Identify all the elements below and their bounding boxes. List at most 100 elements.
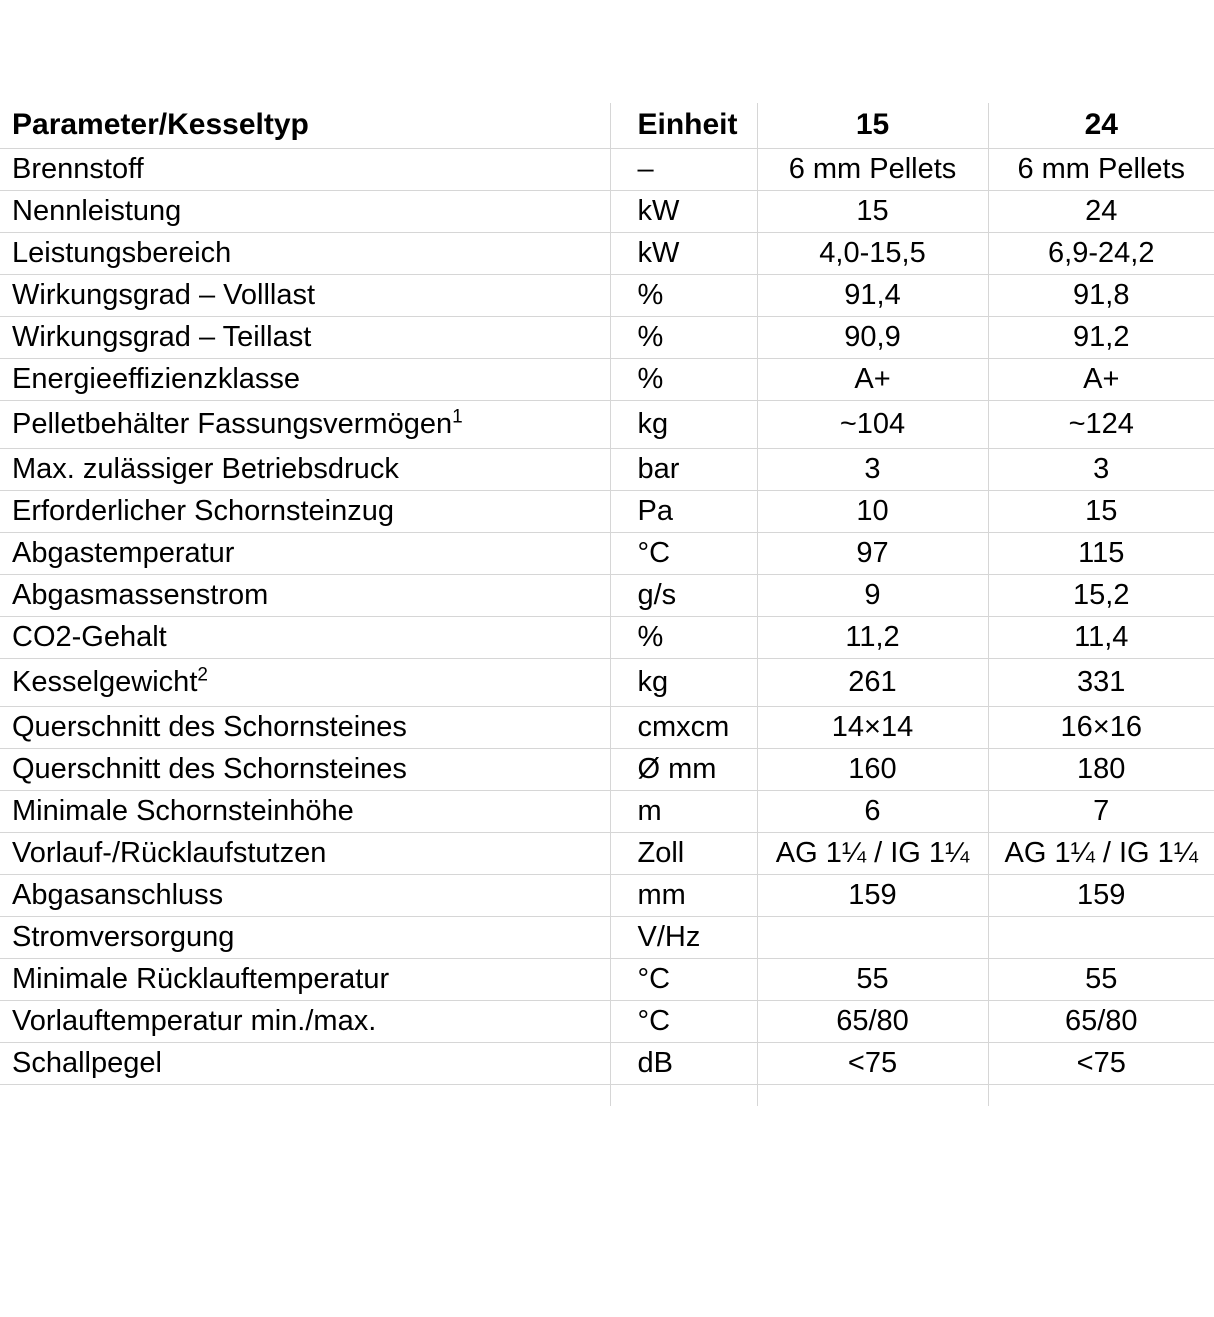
parameter-cell: Erforderlicher Schornsteinzug [0,490,611,533]
parameter-cell: Querschnitt des Schornsteines [0,748,611,791]
parameter-cell: CO2-Gehalt [0,616,611,659]
stub-cell [757,1084,989,1106]
value-24-cell: 11,4 [988,616,1214,659]
table-row: Pelletbehälter Fassungsvermögen1 kg ~104 ~1… [0,400,1214,449]
value-15-cell: 160 [757,748,989,791]
stub-cell [610,1084,758,1106]
parameter-cell: Abgasmassenstrom [0,574,611,617]
parameter-cell: Minimale Rücklauftemperatur [0,958,611,1001]
value-15-cell: 10 [757,490,989,533]
unit-cell: °C [610,532,758,575]
parameter-cell: Max. zulässiger Betriebsdruck [0,448,611,491]
table-row: Abgastemperatur °C 97 115 [0,532,1214,575]
unit-cell: kW [610,232,758,275]
parameter-cell: Kesselgewicht2 [0,658,611,707]
table-row: Max. zulässiger Betriebsdruck bar 3 3 [0,448,1214,491]
value-24-cell: 65/80 [988,1000,1214,1043]
table-row: Abgasmassenstrom g/s 9 15,2 [0,574,1214,617]
unit-cell: dB [610,1042,758,1085]
table-row: Querschnitt des Schornsteines cmxcm 14×14 1… [0,706,1214,749]
unit-cell: kg [610,658,758,707]
header-einheit: Einheit [610,103,758,149]
value-24-cell: 55 [988,958,1214,1001]
value-24-cell: 24 [988,190,1214,233]
value-24-cell: <75 [988,1042,1214,1085]
parameter-cell: Stromversorgung [0,916,611,959]
parameter-cell: Vorlauftemperatur min./max. [0,1000,611,1043]
value-15-cell: A+ [757,358,989,401]
value-15-cell: AG 1¼ / IG 1¼ [757,832,989,875]
unit-cell: °C [610,1000,758,1043]
value-15-cell: 6 mm Pellets [757,148,989,191]
value-15-cell: 4,0-15,5 [757,232,989,275]
value-24-cell: 15,2 [988,574,1214,617]
table-row: Nennleistung kW 15 24 [0,190,1214,233]
parameter-cell: Wirkungsgrad – Volllast [0,274,611,317]
value-24-cell: 331 [988,658,1214,707]
unit-cell: % [610,358,758,401]
parameter-cell: Querschnitt des Schornsteines [0,706,611,749]
value-15-cell: 55 [757,958,989,1001]
value-15-cell: 3 [757,448,989,491]
unit-cell: °C [610,958,758,1001]
table-row: Abgasanschluss mm 159 159 [0,874,1214,917]
parameter-cell: Nennleistung [0,190,611,233]
unit-cell: mm [610,874,758,917]
parameter-cell: Energieeffizienzklasse [0,358,611,401]
table-row: Minimale Schornsteinhöhe m 6 7 [0,790,1214,833]
value-24-cell: AG 1¼ / IG 1¼ [988,832,1214,875]
parameter-cell: Schallpegel [0,1042,611,1085]
value-24-cell: 91,2 [988,316,1214,359]
unit-cell: m [610,790,758,833]
value-15-cell: 9 [757,574,989,617]
value-24-cell: 3 [988,448,1214,491]
value-24-cell: 15 [988,490,1214,533]
parameter-cell: Minimale Schornsteinhöhe [0,790,611,833]
parameter-cell: Wirkungsgrad – Teillast [0,316,611,359]
empty-stub-row [0,1084,1214,1106]
parameter-cell: Pelletbehälter Fassungsvermögen1 [0,400,611,449]
stub-cell [0,1084,611,1106]
value-24-cell: 115 [988,532,1214,575]
value-24-cell: 180 [988,748,1214,791]
table-row: Brennstoff –6 mm Pellets 6 mm Pellets [0,148,1214,191]
unit-cell: Zoll [610,832,758,875]
value-24-cell: 159 [988,874,1214,917]
value-24-cell [988,916,1214,959]
header-parameter: Parameter/Kesseltyp [0,103,611,149]
parameter-cell: Abgasanschluss [0,874,611,917]
value-15-cell: 97 [757,532,989,575]
unit-cell: % [610,616,758,659]
value-15-cell: <75 [757,1042,989,1085]
table-row: Wirkungsgrad – Teillast% 90,9 91,2 [0,316,1214,359]
table-row: Energieeffizienzklasse% A+ A+ [0,358,1214,401]
value-24-cell: 16×16 [988,706,1214,749]
parameter-cell: Vorlauf-/Rücklaufstutzen [0,832,611,875]
table-header: Parameter/Kesseltyp Einheit 15 24 [0,103,1214,149]
header-model-24: 24 [988,103,1214,149]
table-row: Querschnitt des Schornsteines Ø mm 160 180 [0,748,1214,791]
value-15-cell: 91,4 [757,274,989,317]
table-row: Vorlauf-/Rücklaufstutzen Zoll AG 1¼ / IG 1… [0,832,1214,875]
unit-cell: – [610,148,758,191]
table-row: Minimale Rücklauftemperatur °C 55 55 [0,958,1214,1001]
unit-cell: % [610,274,758,317]
unit-cell: g/s [610,574,758,617]
value-24-cell: ~124 [988,400,1214,449]
value-15-cell: ~104 [757,400,989,449]
unit-cell: Pa [610,490,758,533]
parameter-cell: Abgastemperatur [0,532,611,575]
header-row: Parameter/Kesseltyp Einheit 15 24 [0,103,1214,149]
footnote-marker: 2 [197,663,208,685]
table-row: Stromversorgung V/Hz [0,916,1214,959]
parameter-cell: Leistungsbereich [0,232,611,275]
stub-cell [988,1084,1214,1106]
value-15-cell: 15 [757,190,989,233]
table-row: Leistungsbereich kW 4,0-15,5 6,9-24,2 [0,232,1214,275]
value-15-cell: 14×14 [757,706,989,749]
value-15-cell [757,916,989,959]
footnote-marker: 1 [452,405,463,427]
unit-cell: % [610,316,758,359]
parameter-cell: Brennstoff [0,148,611,191]
table-row: Vorlauftemperatur min./max. °C 65/80 65/80 [0,1000,1214,1043]
